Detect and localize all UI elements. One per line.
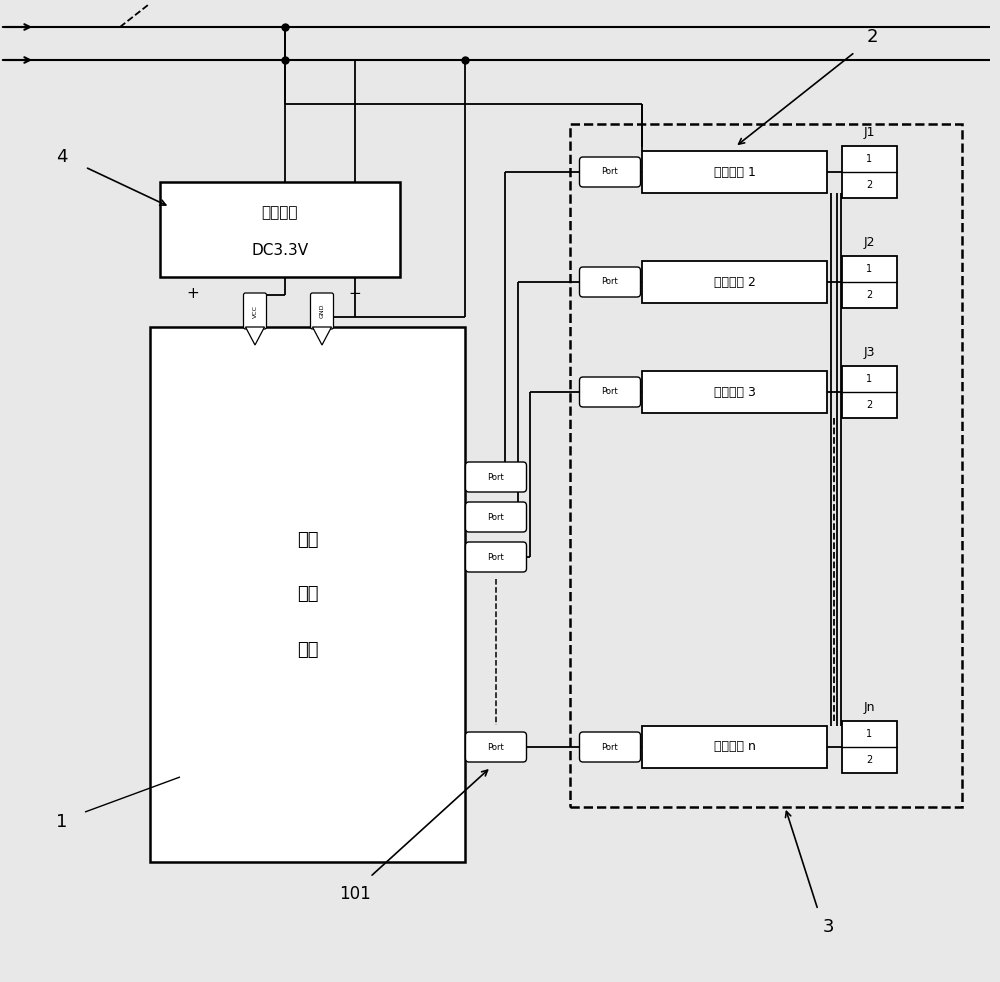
Polygon shape xyxy=(245,327,264,345)
Text: 电源模块: 电源模块 xyxy=(262,205,298,220)
Text: 2: 2 xyxy=(866,290,873,300)
FancyBboxPatch shape xyxy=(465,502,526,532)
Text: J1: J1 xyxy=(864,126,875,139)
Text: Port: Port xyxy=(488,472,504,481)
Text: DC3.3V: DC3.3V xyxy=(251,243,309,258)
Text: 1: 1 xyxy=(56,813,68,831)
Text: 4: 4 xyxy=(56,148,68,166)
Text: J3: J3 xyxy=(864,346,875,359)
Text: 1: 1 xyxy=(866,264,873,274)
Text: 2: 2 xyxy=(866,755,873,765)
Text: 执行模块 2: 执行模块 2 xyxy=(714,276,755,289)
Text: 控制: 控制 xyxy=(297,585,318,604)
Bar xyxy=(570,124,962,807)
Text: Port: Port xyxy=(488,513,504,521)
FancyBboxPatch shape xyxy=(580,267,640,297)
Text: Port: Port xyxy=(602,742,618,751)
Text: Port: Port xyxy=(602,278,618,287)
FancyBboxPatch shape xyxy=(310,293,334,329)
Text: 执行模块 3: 执行模块 3 xyxy=(714,386,755,399)
FancyBboxPatch shape xyxy=(243,293,266,329)
Bar xyxy=(842,256,897,308)
Polygon shape xyxy=(312,327,332,345)
Bar xyxy=(642,371,827,413)
Text: 3: 3 xyxy=(822,918,834,936)
Bar xyxy=(642,261,827,303)
Text: 执行模块 1: 执行模块 1 xyxy=(714,166,755,179)
Text: 2: 2 xyxy=(866,28,878,46)
Text: Jn: Jn xyxy=(864,701,875,714)
Text: 2: 2 xyxy=(866,400,873,410)
Text: 101: 101 xyxy=(339,885,371,903)
FancyBboxPatch shape xyxy=(580,732,640,762)
Text: 2: 2 xyxy=(866,180,873,190)
Text: VCC: VCC xyxy=(252,304,258,317)
Bar xyxy=(842,721,897,773)
Text: Port: Port xyxy=(488,742,504,751)
Bar xyxy=(642,726,827,768)
Text: Port: Port xyxy=(488,553,504,562)
FancyBboxPatch shape xyxy=(465,542,526,572)
Text: 执行模块 n: 执行模块 n xyxy=(714,740,755,753)
FancyBboxPatch shape xyxy=(580,157,640,187)
FancyBboxPatch shape xyxy=(580,377,640,407)
Text: 模块: 模块 xyxy=(297,640,318,659)
Bar xyxy=(642,151,827,193)
Bar xyxy=(160,182,400,277)
FancyBboxPatch shape xyxy=(465,462,526,492)
Bar xyxy=(842,146,897,198)
Text: 1: 1 xyxy=(866,729,873,739)
Text: GND: GND xyxy=(320,303,324,318)
Bar xyxy=(150,327,465,862)
Bar xyxy=(842,366,897,418)
Text: 中央: 中央 xyxy=(297,530,318,549)
FancyBboxPatch shape xyxy=(465,732,526,762)
Text: −: − xyxy=(349,286,361,300)
Text: Port: Port xyxy=(602,168,618,177)
Text: 1: 1 xyxy=(866,374,873,384)
Text: J2: J2 xyxy=(864,236,875,249)
Text: +: + xyxy=(187,286,199,300)
Text: Port: Port xyxy=(602,388,618,397)
Text: 1: 1 xyxy=(866,154,873,164)
